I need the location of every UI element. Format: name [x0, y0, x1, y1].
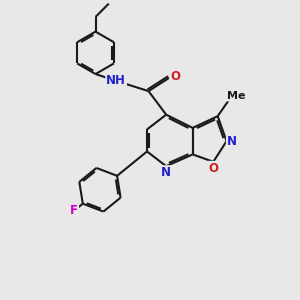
Text: N: N: [227, 135, 237, 148]
Text: Me: Me: [227, 91, 245, 100]
Text: N: N: [161, 166, 171, 179]
Text: F: F: [70, 204, 78, 217]
Text: O: O: [170, 70, 180, 83]
Text: O: O: [208, 162, 218, 175]
Text: NH: NH: [106, 74, 126, 87]
